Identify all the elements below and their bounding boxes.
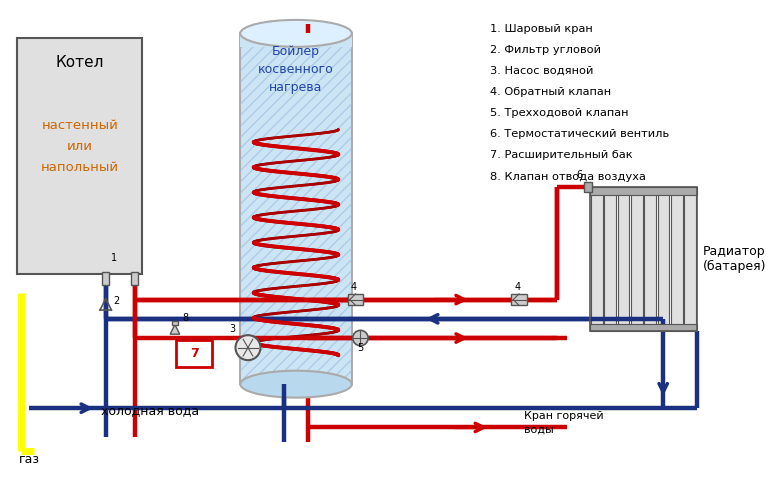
- Text: Кран горячей
воды: Кран горячей воды: [524, 411, 604, 434]
- Text: 4. Обратный клапан: 4. Обратный клапан: [490, 87, 611, 97]
- Text: 4: 4: [350, 282, 357, 292]
- Text: 6. Термостатический вентиль: 6. Термостатический вентиль: [490, 129, 669, 139]
- Circle shape: [353, 330, 368, 346]
- Ellipse shape: [240, 20, 352, 47]
- Bar: [240, 33, 352, 384]
- Text: холодная вода: холодная вода: [101, 404, 199, 417]
- Text: 2: 2: [113, 296, 120, 306]
- Bar: [172, 321, 178, 324]
- Bar: [584, 182, 592, 192]
- Bar: [685, 193, 696, 325]
- Text: Котел: Котел: [56, 55, 104, 70]
- Text: 8: 8: [183, 313, 188, 323]
- Text: 6: 6: [577, 169, 583, 180]
- Bar: [240, 33, 352, 47]
- Bar: [131, 272, 138, 285]
- Bar: [590, 187, 697, 195]
- Text: 8. Клапан отвода воздуха: 8. Клапан отвода воздуха: [490, 171, 646, 181]
- Polygon shape: [348, 294, 364, 305]
- Text: 7. Расширительный бак: 7. Расширительный бак: [490, 150, 633, 160]
- Text: настенный
или
напольный: настенный или напольный: [41, 119, 119, 174]
- Bar: [240, 33, 352, 384]
- Text: 3. Насос водяной: 3. Насос водяной: [490, 66, 594, 76]
- Bar: [176, 340, 212, 367]
- Bar: [17, 38, 142, 274]
- Polygon shape: [511, 294, 527, 305]
- Text: 7: 7: [190, 347, 198, 360]
- Text: 4: 4: [514, 282, 520, 292]
- Bar: [590, 187, 697, 331]
- Text: Бойлер
косвенного
нагрева: Бойлер косвенного нагрева: [258, 46, 334, 95]
- Ellipse shape: [240, 371, 352, 397]
- Bar: [591, 193, 602, 325]
- Bar: [618, 193, 629, 325]
- Text: газ: газ: [19, 453, 40, 466]
- Bar: [590, 324, 697, 331]
- Text: 5: 5: [357, 344, 364, 353]
- Polygon shape: [170, 324, 180, 334]
- Bar: [103, 272, 109, 285]
- Text: 5. Трехходовой клапан: 5. Трехходовой клапан: [490, 108, 628, 118]
- Text: 3: 3: [229, 324, 235, 334]
- Text: Радиатор
(батарея): Радиатор (батарея): [703, 245, 766, 273]
- Circle shape: [235, 335, 260, 360]
- Bar: [604, 193, 616, 325]
- Text: 1. Шаровый кран: 1. Шаровый кран: [490, 24, 593, 34]
- Bar: [658, 193, 669, 325]
- Text: 1: 1: [110, 253, 117, 263]
- Bar: [645, 193, 656, 325]
- Bar: [671, 193, 682, 325]
- Bar: [631, 193, 642, 325]
- Text: 2. Фильтр угловой: 2. Фильтр угловой: [490, 45, 601, 55]
